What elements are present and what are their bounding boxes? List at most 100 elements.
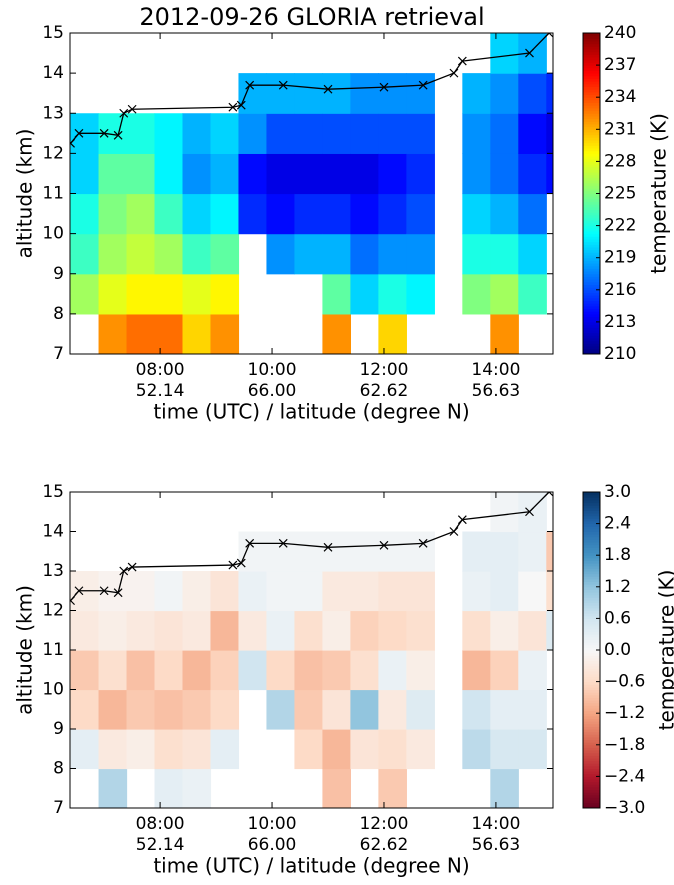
colorbar-swatch	[583, 70, 600, 74]
track-marker	[236, 100, 246, 110]
x-tick-sublabel: 66.00	[248, 835, 297, 855]
colorbar-swatch	[583, 700, 600, 704]
heat-cell	[406, 650, 435, 691]
colorbar-swatch	[583, 271, 600, 275]
x-tick-label: 14:00	[471, 814, 520, 834]
colorbar-swatch	[583, 190, 600, 194]
colorbar-swatch	[583, 494, 600, 498]
heat-cell	[98, 313, 128, 354]
colorbar-swatch	[583, 784, 600, 788]
heat-cell	[378, 273, 407, 315]
track-marker	[228, 560, 238, 570]
colorbar-swatch	[583, 265, 600, 269]
colorbar-swatch	[583, 233, 600, 237]
heat-cell	[546, 531, 553, 572]
colorbar-swatch	[583, 348, 600, 352]
track-marker	[323, 542, 333, 552]
colorbar-tick-label: 231	[604, 119, 636, 139]
colorbar-label: temperature (K)	[647, 113, 671, 274]
colorbar-swatch	[583, 547, 600, 551]
colorbar-tick-label: 228	[604, 151, 636, 171]
colorbar-swatch	[583, 610, 600, 614]
colorbar-swatch	[583, 555, 600, 559]
heat-cell	[350, 729, 379, 770]
heat-cell	[378, 610, 407, 651]
y-tick-label: 9	[53, 719, 64, 739]
heat-cell	[350, 273, 379, 315]
colorbar-tick-label: 225	[604, 184, 636, 204]
heat-cell	[546, 153, 553, 195]
colorbar-swatch	[583, 327, 600, 331]
colorbar-swatch	[583, 534, 600, 538]
heat-cell	[546, 113, 553, 154]
colorbar-tick-label: 237	[604, 55, 636, 75]
track-marker	[70, 596, 75, 606]
colorbar-swatch	[583, 618, 600, 622]
heat-cell	[238, 650, 268, 691]
colorbar-swatch	[583, 174, 600, 178]
colorbar-swatch	[583, 305, 600, 310]
heat-cell	[154, 650, 184, 691]
colorbar-swatch	[583, 729, 600, 733]
x-tick-sublabel: 56.63	[472, 381, 521, 401]
colorbar-swatch	[583, 513, 600, 517]
colorbar-swatch	[583, 35, 600, 39]
colorbar-swatch	[583, 615, 600, 619]
colorbar-swatch	[583, 650, 600, 654]
colorbar-swatch	[583, 684, 600, 688]
colorbar-tick-label: 210	[604, 344, 636, 364]
heat-cell	[546, 571, 553, 612]
colorbar-tick-label: 222	[604, 216, 636, 236]
colorbar-swatch	[583, 41, 600, 45]
colorbar-swatch	[583, 797, 600, 801]
colorbar-swatch	[583, 241, 600, 245]
heat-cell	[546, 610, 553, 651]
colorbar-swatch	[583, 81, 600, 85]
heat-cell	[98, 153, 128, 195]
colorbar-swatch	[583, 33, 600, 37]
colorbar-swatch	[583, 584, 600, 588]
heat-cell	[462, 153, 491, 195]
colorbar-tick-label: −3.0	[604, 798, 645, 818]
colorbar-swatch	[583, 209, 600, 213]
heat-cell	[378, 113, 407, 154]
heat-cell	[490, 689, 519, 730]
heat-cell	[490, 610, 519, 651]
colorbar-swatch	[583, 736, 600, 741]
colorbar-swatch	[583, 225, 600, 229]
colorbar-swatch	[583, 67, 600, 71]
colorbar-swatch	[583, 602, 600, 606]
colorbar-swatch	[583, 776, 600, 780]
y-tick-label: 14	[42, 522, 64, 542]
x-tick-label: 08:00	[136, 814, 185, 834]
y-tick-label: 13	[42, 561, 64, 581]
heat-cell	[182, 729, 212, 770]
track-marker	[525, 48, 534, 58]
colorbar-swatch	[583, 54, 600, 58]
colorbar-swatch	[583, 161, 600, 165]
colorbar-swatch	[583, 568, 600, 572]
colorbar-swatch	[583, 123, 600, 128]
heat-cell	[154, 610, 184, 651]
y-tick-label: 12	[42, 143, 64, 163]
colorbar-swatch	[583, 800, 600, 804]
colorbar-swatch	[583, 238, 600, 243]
colorbar-swatch	[583, 131, 600, 136]
colorbar-swatch	[583, 731, 600, 735]
heat-cell	[518, 113, 547, 154]
colorbar-swatch	[583, 220, 600, 224]
heat-cell	[126, 153, 156, 195]
colorbar-swatch	[583, 329, 600, 334]
colorbar-swatch	[583, 49, 600, 53]
heat-cell	[518, 610, 547, 651]
colorbar-swatch	[583, 705, 600, 709]
colorbar-tick-label: 1.8	[604, 545, 631, 565]
heat-cell	[210, 113, 240, 154]
colorbar-swatch	[583, 689, 600, 693]
heat-cell	[70, 610, 100, 651]
track-marker	[418, 80, 428, 90]
colorbar-swatch	[583, 660, 600, 664]
colorbar-swatch	[583, 107, 600, 112]
colorbar-swatch	[583, 166, 600, 170]
colorbar-swatch	[583, 89, 600, 93]
